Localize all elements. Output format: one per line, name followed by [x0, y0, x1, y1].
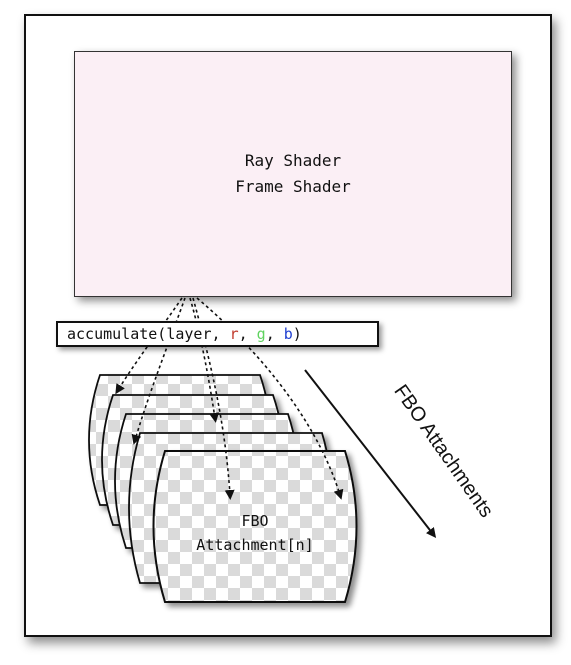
dashed-arrow [189, 297, 220, 423]
fbo-attachments-direction-arrow [304, 369, 437, 538]
g-argument: g [256, 325, 266, 343]
separator-2: , [265, 325, 284, 343]
fbo-label-line1: FBO [241, 512, 269, 530]
b-argument: b [283, 325, 293, 343]
accumulate-func-text: accumulate(layer, [67, 325, 230, 343]
fbo-front-label: FBO Attachment[n] [160, 509, 350, 557]
dashed-arrow [192, 297, 235, 500]
ray-shader-label: Ray Shader [244, 151, 342, 170]
dashed-arrow [196, 297, 344, 500]
accumulate-call-box: accumulate(layer, r, g, b) [56, 321, 379, 347]
fbo-card-front [152, 450, 358, 603]
fbo-stack [88, 374, 358, 603]
shader-box: Ray Shader Frame Shader [74, 51, 512, 297]
frame-shader-label: Frame Shader [235, 177, 351, 196]
close-paren: ) [292, 325, 302, 343]
separator-1: , [238, 325, 257, 343]
fbo-label-line2: Attachment[n] [196, 536, 314, 554]
r-argument: r [229, 325, 239, 343]
dashed-arrow [131, 297, 186, 445]
